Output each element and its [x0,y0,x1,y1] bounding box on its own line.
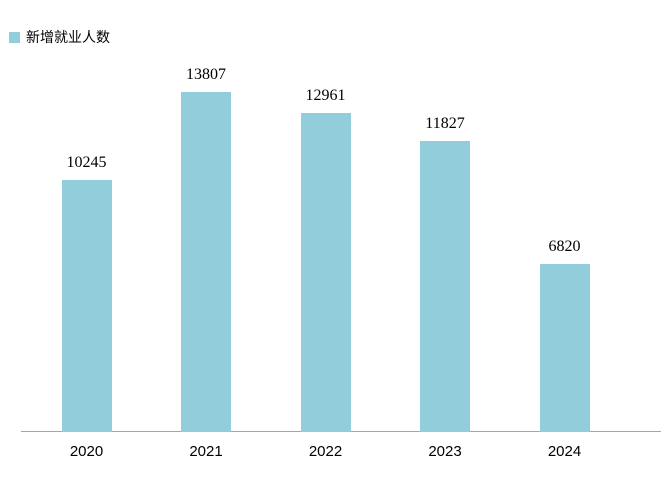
x-tick-label-2024: 2024 [547,443,582,460]
bar-2020 [61,180,112,432]
legend-swatch-icon [9,31,20,43]
bar-2024 [539,264,590,432]
legend-label: 新增就业人数 [26,29,110,45]
bar-2022 [300,113,351,432]
x-tick-label-2020: 2020 [69,443,104,460]
bar-value-label-2021: 13807 [186,66,226,83]
x-tick-label-2021: 2021 [189,443,223,460]
x-tick-label-2022: 2022 [308,443,343,460]
bar-value-label-2023: 11827 [425,115,465,132]
bar-value-label-2022: 12961 [305,87,346,104]
bar-value-label-2024: 6820 [548,238,581,255]
x-tick-label-2023: 2023 [428,443,462,460]
bar-value-label-2020: 10245 [66,154,107,171]
bar-2023 [420,141,470,432]
chart-legend: 新增就业人数 [9,29,110,45]
bar-2021 [181,92,231,432]
